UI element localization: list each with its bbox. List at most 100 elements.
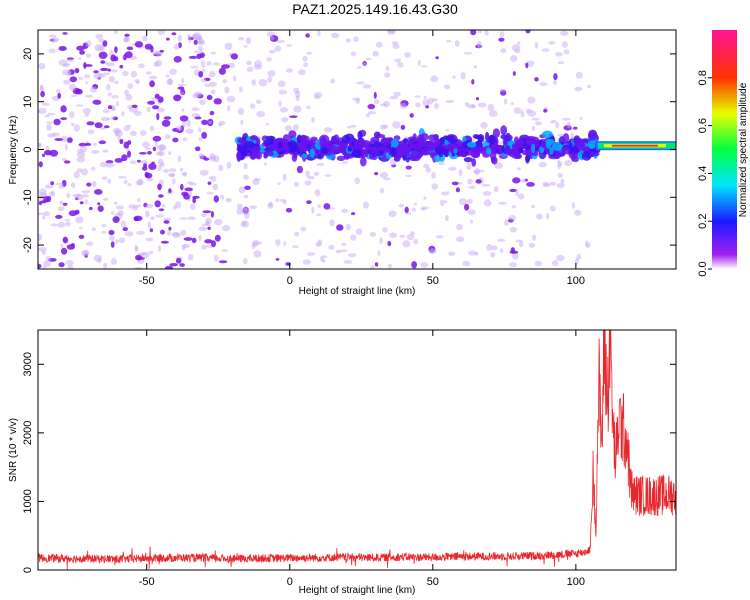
noise-speck (571, 202, 576, 209)
noise-speck (64, 221, 71, 227)
noise-speck (557, 160, 561, 164)
carrier-band-blob (403, 138, 409, 144)
noise-speck (462, 261, 471, 267)
noise-speck (399, 234, 406, 238)
carrier-band-blob (347, 146, 352, 152)
noise-speck (551, 259, 559, 267)
noise-speck (293, 87, 300, 94)
noise-speck (255, 99, 262, 105)
noise-speck (456, 236, 465, 243)
noise-speck (182, 171, 187, 177)
noise-speck (115, 205, 124, 210)
snr-y-tick-label: 3000 (22, 352, 34, 376)
noise-speck (179, 217, 188, 220)
noise-speck (404, 206, 409, 214)
noise-speck (168, 226, 172, 231)
carrier-band-blob (284, 145, 290, 154)
noise-speck (534, 77, 539, 82)
noise-speck (518, 241, 524, 248)
noise-speck (62, 32, 68, 35)
noise-speck (163, 220, 170, 224)
noise-speck (557, 172, 563, 178)
noise-speck (64, 144, 68, 151)
noise-speck (225, 197, 232, 203)
noise-speck (459, 198, 467, 206)
noise-speck (452, 75, 456, 79)
noise-speck (100, 127, 106, 130)
noise-speck (128, 204, 136, 209)
noise-speck (146, 177, 154, 182)
spectrogram-content (38, 30, 676, 269)
noise-speck (486, 244, 493, 251)
noise-speck (145, 172, 153, 179)
carrier-band-blob (570, 151, 575, 162)
noise-speck (311, 206, 315, 214)
noise-speck (509, 188, 517, 193)
noise-speck (157, 245, 162, 253)
noise-speck (365, 113, 370, 118)
noise-speck (198, 153, 205, 160)
noise-speck (107, 105, 113, 110)
noise-speck (191, 113, 200, 118)
noise-speck (157, 183, 162, 191)
noise-speck (165, 74, 170, 78)
noise-speck (85, 40, 92, 48)
noise-speck (488, 110, 498, 117)
noise-speck (204, 220, 209, 225)
noise-speck (240, 119, 244, 126)
noise-speck (142, 35, 148, 42)
noise-speck (324, 174, 332, 177)
noise-speck (555, 121, 560, 129)
noise-speck (40, 90, 45, 98)
noise-speck (293, 105, 302, 113)
noise-speck (391, 41, 399, 45)
noise-speck (555, 52, 563, 57)
carrier-band-blob (492, 143, 497, 153)
noise-speck (434, 102, 439, 110)
noise-speck (61, 247, 68, 255)
noise-speck (528, 242, 536, 248)
noise-speck (130, 70, 137, 78)
noise-speck (66, 58, 74, 62)
noise-speck (182, 137, 188, 142)
noise-speck (330, 78, 336, 84)
snr-x-tick-label: -50 (139, 576, 155, 588)
noise-speck (168, 151, 172, 156)
noise-speck (470, 30, 477, 36)
carrier-band-blob (299, 135, 310, 142)
carrier-band-blob (477, 135, 483, 143)
spectrogram-x-ticks: -50 0 50 100 (139, 30, 585, 287)
noise-speck (340, 249, 348, 253)
noise-speck (284, 125, 293, 132)
noise-speck (76, 45, 85, 51)
noise-speck (187, 216, 196, 220)
noise-speck (60, 105, 67, 113)
noise-speck (512, 71, 516, 76)
noise-speck (105, 162, 115, 168)
noise-speck (253, 64, 262, 70)
noise-speck (172, 232, 181, 239)
noise-speck (464, 203, 470, 211)
carrier-band-blob (480, 146, 487, 155)
noise-speck (191, 237, 197, 244)
noise-speck (531, 117, 540, 121)
noise-speck (556, 182, 565, 189)
noise-speck (514, 48, 521, 54)
noise-speck (110, 210, 115, 215)
noise-speck (150, 216, 155, 221)
noise-speck (159, 49, 164, 53)
noise-speck (446, 39, 452, 43)
noise-speck (508, 262, 518, 268)
noise-speck (49, 192, 56, 197)
noise-speck (500, 48, 507, 54)
noise-speck (38, 247, 47, 252)
noise-speck (278, 89, 288, 95)
noise-speck (44, 184, 54, 189)
noise-speck (400, 124, 406, 130)
noise-speck (117, 135, 121, 141)
noise-speck (218, 67, 226, 75)
noise-speck (397, 62, 404, 68)
noise-speck (63, 63, 71, 66)
noise-speck (114, 46, 118, 54)
noise-speck (161, 119, 171, 127)
